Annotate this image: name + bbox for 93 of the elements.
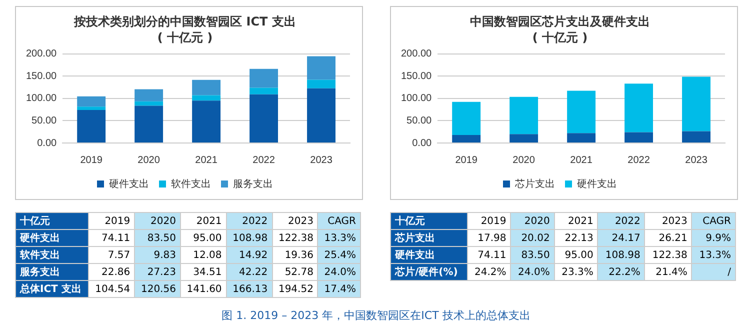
chart-title: 按技术类别划分的中国数智园区 ICT 支出 [73,14,296,28]
text: 服务支出 [20,267,60,278]
legend-label: 硬件支出 [577,178,617,190]
category-label: 2021 [196,216,222,226]
data-label: 95.00 [180,230,226,246]
y-tick-label: 100.00 [400,93,432,104]
y-tick-label: 150.00 [26,70,58,82]
chart-title: 中国数智园区芯片支出及硬件支出 [470,14,650,28]
text: 22.2% [598,264,645,280]
data-label: 12.08 [180,246,226,264]
x-tick-label: 2023 [310,154,333,166]
text: 24.0% [510,264,554,280]
data-label: 74.11 [467,246,511,264]
text: 十亿元 [390,212,468,230]
legend-label: 软件支出 [171,178,211,190]
text: 21.4% [644,264,692,280]
text: 141.60 [180,280,226,298]
text: 24.2% [467,264,511,280]
data-label: 108.98 [598,246,645,264]
text: 总体ICT 支出 [16,280,89,298]
data-label: 20.02 [510,230,554,246]
category-label: 2023 [288,216,314,226]
text: 13.3% [318,230,360,246]
category-label: 2021 [568,216,594,226]
text: 120.56 [134,280,180,298]
data-label: 74.11 [88,230,135,246]
x-tick-label: 2021 [195,154,218,166]
x-tick-label: 2022 [252,154,276,166]
data-label: 122.38 [644,246,692,264]
text: 13.3% [692,246,736,264]
data-label: 42.22 [226,264,272,280]
category-label: 2022 [242,216,268,226]
text: 194.52 [272,280,318,298]
legend-label: 芯片支出 [514,178,555,190]
category-label: 2019 [480,216,506,226]
text: 104.54 [88,280,135,298]
text: 17.4% [318,280,360,298]
y-tick-label: 200.00 [400,48,432,60]
data-label: 27.23 [134,264,180,280]
x-tick-label: 2020 [138,154,160,166]
data-label: 9.83 [134,246,180,264]
x-tick-label: 2023 [685,154,708,166]
text: 25.4% [318,246,360,264]
data-label: 26.21 [644,230,692,246]
text: 硬件支出 [20,233,60,244]
legend-label: 硬件支出 [109,178,149,190]
y-tick-label: 200.00 [26,48,58,60]
category-label: 2020 [150,216,176,226]
y-tick-label: 100.00 [26,93,58,104]
data-label: 24.17 [598,230,645,246]
category-label: 2019 [104,216,130,226]
text: 9.9% [692,230,736,246]
data-label: 14.92 [226,246,272,264]
data-label: 52.78 [272,264,318,280]
text: / [692,264,736,280]
text: 23.3% [554,264,598,280]
text: 芯片/硬件(%) [390,264,468,280]
data-label: 83.50 [134,230,180,246]
category-label: 2022 [614,216,640,226]
x-tick-label: 2019 [455,154,478,166]
text: CAGR [318,212,360,230]
text: 十亿元 [16,212,89,230]
y-tick-label: 0.00 [412,138,432,149]
text: 24.0% [318,264,360,280]
text: 软件支出 [20,250,60,261]
data-label: 108.98 [226,230,272,246]
category-label: 2020 [524,216,550,226]
caption: 图 1. 2019 – 2023 年，中国数智园区在ICT 技术上的总体支出 [220,308,532,323]
chart-subtitle: ( 十亿元 ) [157,30,213,45]
x-tick-label: 2022 [628,154,650,166]
x-tick-label: 2019 [80,154,103,166]
data-label: 22.86 [88,264,135,280]
text: CAGR [692,212,736,230]
chart-subtitle: ( 十亿元 ) [532,30,588,45]
y-tick-label: 150.00 [400,70,432,82]
text: 芯片支出 [395,233,435,244]
y-tick-label: 0.00 [37,138,58,149]
data-label: 7.57 [88,246,135,264]
data-label: 83.50 [510,246,554,264]
data-label: 22.13 [554,230,598,246]
x-tick-label: 2021 [570,154,593,166]
category-label: 2023 [662,216,688,226]
legend-label: 服务支出 [233,178,273,190]
data-label: 122.38 [272,230,318,246]
y-tick-label: 50.00 [32,115,58,126]
data-label: 19.36 [272,246,318,264]
data-label: 95.00 [554,246,598,264]
text: 166.13 [226,280,272,298]
y-tick-label: 50.00 [406,115,432,126]
x-tick-label: 2020 [512,154,536,166]
data-label: 17.98 [467,230,511,246]
text: 硬件支出 [395,250,435,261]
data-label: 34.51 [180,264,226,280]
